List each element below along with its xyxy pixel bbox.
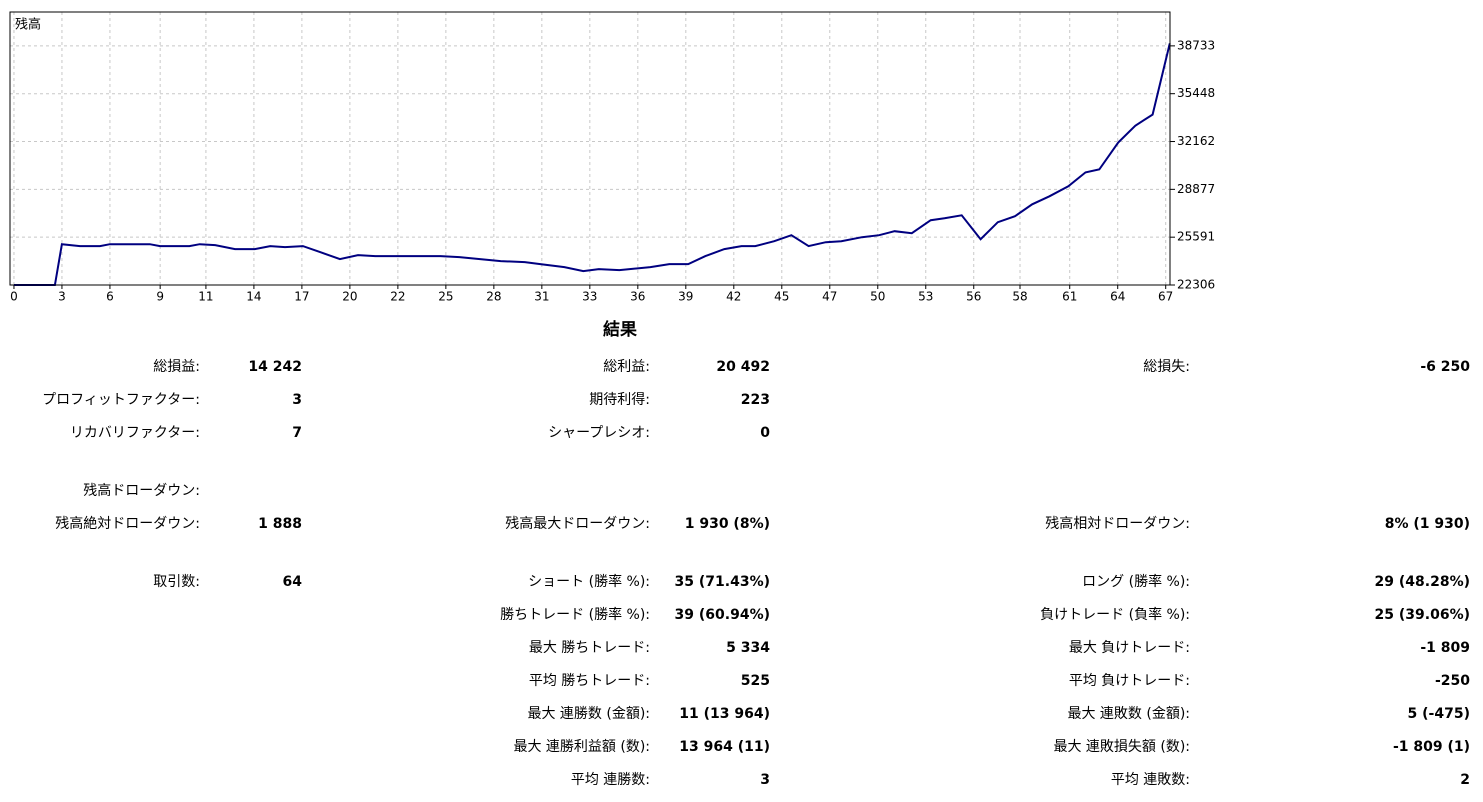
stat-label: 最大 連勝数 (金額): [527,706,650,722]
x-tick-label: 0 [10,290,18,304]
x-tick-label: 9 [156,290,164,304]
stat-value: 25 (39.06%) [1375,607,1470,623]
plot-frame [9,11,1171,286]
x-tick-label: 17 [294,290,309,304]
stat-value: -1 809 [1420,640,1470,656]
stat-label: 残高絶対ドローダウン: [55,515,200,532]
stat-value: 2 [1460,772,1470,788]
stat-label: 総損益: [153,359,200,375]
balance-line [14,43,1171,286]
y-tick-label: 25591 [1177,230,1215,244]
chart-title: 残高 [15,17,41,33]
stat-value: 1 930 (8%) [685,516,770,532]
stat-value: -250 [1435,673,1470,689]
stat-value: 7 [292,425,302,441]
stat-value: 39 (60.94%) [675,607,770,623]
stat-label: 勝ちトレード (勝率 %): [500,606,650,623]
x-tick-label: 31 [534,290,549,304]
x-tick-label: 50 [870,290,885,304]
stat-label: ショート (勝率 %): [528,573,650,590]
stat-value: 29 (48.28%) [1375,574,1470,590]
stat-value: -1 809 (1) [1393,739,1470,755]
stat-label: 最大 勝ちトレード: [529,640,650,656]
stat-label: 最大 連敗数 (金額): [1067,706,1190,722]
stat-value: 1 888 [258,516,302,532]
stat-label: プロフィットファクター: [42,392,200,408]
x-tick-label: 14 [246,290,261,304]
x-tick-label: 22 [390,290,405,304]
stat-label: 平均 連敗数: [1111,772,1190,788]
x-tick-label: 3 [58,290,66,304]
stat-value: 3 [760,772,770,788]
plot-border [9,11,1171,286]
stat-label: 残高ドローダウン: [83,482,200,499]
stat-label: 負けトレード (負率 %): [1040,606,1190,623]
stat-value: 0 [760,425,770,441]
x-tick-label: 36 [630,290,645,304]
y-tick-label: 35448 [1177,86,1215,100]
stat-label: 取引数: [153,574,200,590]
stat-label: 最大 連敗損失額 (数): [1053,739,1190,755]
y-tick-label: 38733 [1177,38,1215,52]
x-tick-label: 53 [918,290,933,304]
stat-label: シャープレシオ: [548,425,650,441]
stat-label: 最大 負けトレード: [1069,640,1190,656]
stat-value: 11 (13 964) [679,706,770,722]
report-title: 結果 [603,319,637,340]
stat-value: 13 964 (11) [679,739,770,755]
stat-label: 平均 負けトレード: [1069,673,1190,689]
stat-value: 3 [292,392,302,408]
stat-label: 残高相対ドローダウン: [1045,515,1190,532]
x-tick-label: 67 [1158,290,1173,304]
stat-value: 5 334 [726,640,770,656]
x-tick-label: 25 [438,290,453,304]
y-tick-label: 32162 [1177,134,1215,148]
x-tick-label: 56 [966,290,981,304]
x-tick-label: 64 [1110,290,1125,304]
stat-value: 525 [741,673,770,689]
x-tick-label: 47 [822,290,837,304]
y-tick-label: 22306 [1177,278,1215,292]
x-tick-label: 61 [1062,290,1077,304]
stat-label: 総損失: [1143,359,1190,375]
stat-value: 20 492 [716,359,770,375]
stat-label: 残高最大ドローダウン: [505,515,650,532]
x-tick-label: 33 [582,290,597,304]
x-tick-label: 45 [774,290,789,304]
stat-label: ロング (勝率 %): [1082,573,1190,590]
stat-value: 223 [741,392,770,408]
y-tick-label: 28877 [1177,182,1215,196]
stat-value: 14 242 [248,359,302,375]
x-tick-label: 6 [106,290,114,304]
x-tick-label: 28 [486,290,501,304]
x-tick-label: 42 [726,290,741,304]
stat-label: 期待利得: [589,391,650,408]
x-tick-label: 39 [678,290,693,304]
x-tick-label: 11 [198,290,213,304]
stat-value: 5 (-475) [1408,706,1470,722]
stat-label: リカバリファクター: [70,425,200,441]
stat-value: 35 (71.43%) [675,574,770,590]
x-tick-label: 58 [1012,290,1027,304]
stat-value: 8% (1 930) [1385,516,1470,532]
stat-value: -6 250 [1420,359,1470,375]
x-tick-label: 20 [342,290,357,304]
stat-label: 最大 連勝利益額 (数): [513,739,650,755]
stat-value: 64 [283,574,303,590]
stat-label: 平均 連勝数: [571,772,650,788]
stat-label: 平均 勝ちトレード: [529,673,650,689]
stat-label: 総利益: [603,359,650,375]
